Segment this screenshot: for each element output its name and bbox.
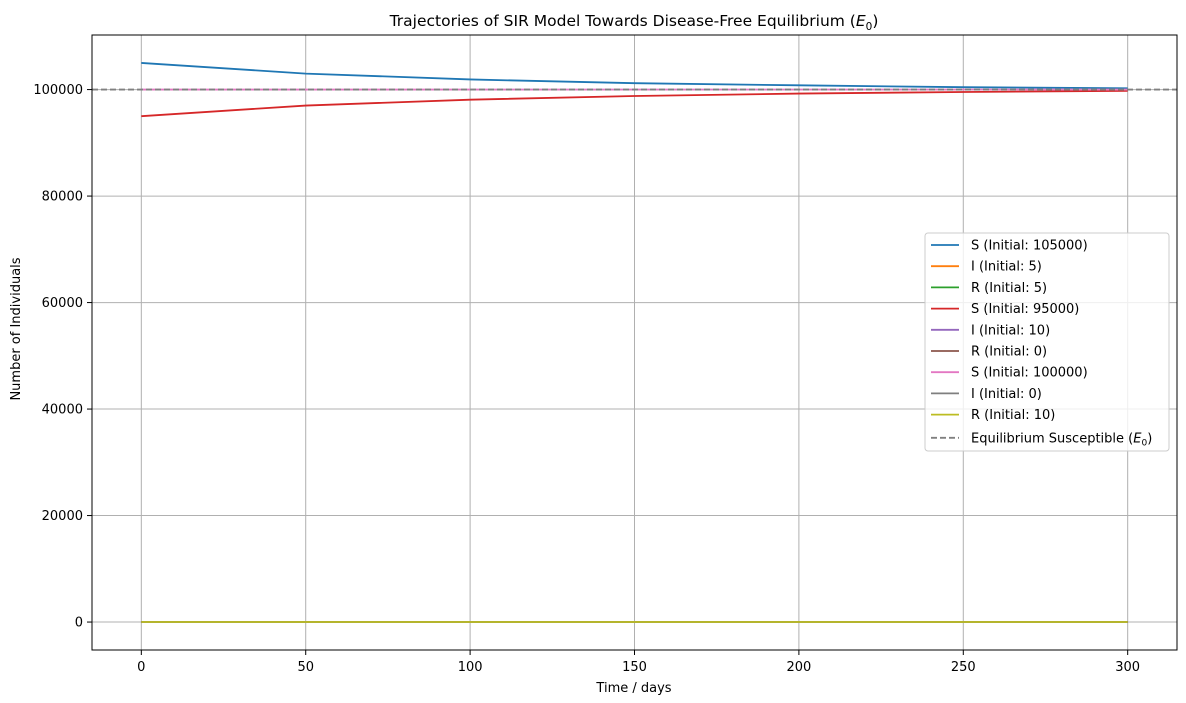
- axis-ticks: 0 50 100 150 200 250 300 0 20000 40000 60000 80000 1…: [33, 83, 1140, 675]
- legend-items: S (Initial: 105000) I (Initial: 5) R (Init…: [931, 239, 1152, 448]
- legend-label: R (Initial: 0): [971, 345, 1047, 360]
- series-line-0: [141, 62, 1128, 90]
- x-tick-label: 50: [297, 660, 314, 675]
- x-tick-label: 250: [951, 660, 976, 675]
- x-tick-label: 300: [1115, 660, 1140, 675]
- series-line-3: [141, 90, 1128, 118]
- y-tick-label: 100000: [33, 83, 83, 98]
- y-tick-label: 60000: [42, 296, 83, 311]
- y-tick-label: 20000: [42, 509, 83, 524]
- y-tick-label: 40000: [42, 403, 83, 418]
- legend-label: S (Initial: 100000): [971, 366, 1088, 381]
- legend-label: Equilibrium Susceptible (E0): [971, 431, 1152, 448]
- legend-label: S (Initial: 105000): [971, 239, 1088, 254]
- legend-box: [924, 232, 1170, 452]
- y-axis-label: Number of Individuals: [9, 257, 24, 400]
- legend-label: S (Initial: 95000): [971, 302, 1079, 317]
- x-tick-label: 150: [622, 660, 647, 675]
- legend-label: I (Initial: 5): [971, 260, 1042, 275]
- legend-label: I (Initial: 0): [971, 387, 1042, 402]
- legend-label: R (Initial: 10): [971, 408, 1055, 423]
- chart-title: Trajectories of SIR Model Towards Diseas…: [389, 12, 879, 33]
- legend-label: R (Initial: 5): [971, 281, 1047, 296]
- legend-label: I (Initial: 10): [971, 323, 1050, 338]
- y-tick-label: 0: [75, 616, 83, 631]
- x-axis-label: Time / days: [595, 681, 671, 696]
- legend: S (Initial: 105000) I (Initial: 5) R (Init…: [924, 232, 1170, 452]
- x-tick-label: 0: [137, 660, 145, 675]
- series-lines: [92, 62, 1177, 623]
- y-tick-label: 80000: [42, 190, 83, 205]
- x-tick-label: 100: [458, 660, 483, 675]
- x-tick-label: 200: [786, 660, 811, 675]
